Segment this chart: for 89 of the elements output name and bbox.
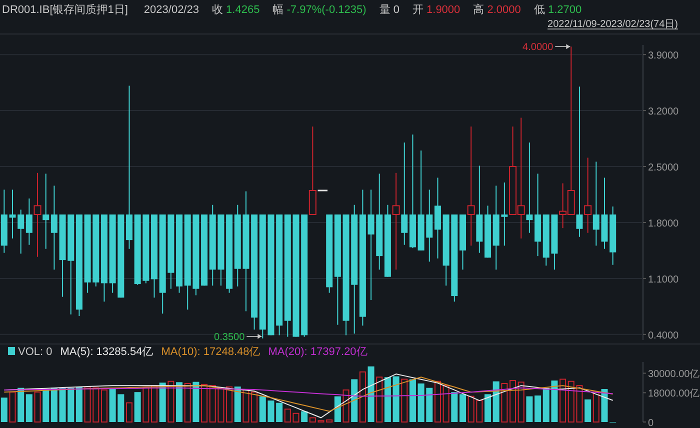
bar (309, 417, 316, 422)
bar (451, 392, 458, 422)
bar (484, 394, 492, 422)
legend-label: VOL: 0 (18, 346, 52, 358)
bar (392, 376, 400, 422)
line-series (4, 387, 614, 397)
bar (226, 386, 233, 422)
text: MA(20): 17397.20亿 (268, 346, 368, 358)
chart-title: DR001.IB[银存间质押1日] (2, 3, 128, 16)
y-tick-label: 2.5000 (648, 162, 680, 174)
text: 量 0 (379, 4, 400, 16)
y-tick-label: 18000.00亿 (648, 388, 700, 400)
bar (376, 376, 383, 422)
text: 收 1.4265 (212, 4, 260, 16)
candlestick (34, 172, 42, 258)
candlestick (308, 126, 316, 215)
bar (100, 389, 108, 422)
y-tick-label: 3.2000 (648, 106, 680, 118)
bar (492, 381, 500, 422)
bar (242, 389, 250, 422)
bar (368, 366, 374, 422)
bar (201, 384, 208, 422)
candlestick (467, 126, 475, 246)
bar (584, 399, 592, 422)
bar (34, 392, 41, 422)
bar (501, 382, 508, 422)
line-series (4, 376, 614, 412)
bar (76, 386, 82, 422)
bar (601, 388, 608, 422)
y-tick-label: 1.8000 (648, 218, 680, 230)
candlestick (576, 86, 583, 238)
bar (234, 386, 241, 422)
text: 开 1.9000 (412, 4, 460, 16)
candlestick (392, 172, 400, 270)
candlestick (526, 142, 533, 234)
text: 低 1.2700 (534, 4, 582, 16)
bar (401, 378, 408, 422)
y-tick-label: 0.4000 (648, 330, 680, 342)
bar (134, 392, 141, 422)
text: 幅 -7.97%(-0.1235) (272, 4, 366, 16)
bar (518, 382, 524, 422)
bar (351, 379, 358, 422)
bar (26, 394, 32, 422)
bar (342, 389, 350, 422)
bar (276, 402, 283, 422)
bar (184, 382, 191, 422)
bar (126, 402, 132, 422)
candlestick (50, 185, 58, 270)
y-tick-label: 30000.00亿 (648, 369, 700, 380)
bar (442, 385, 450, 422)
bar (334, 396, 341, 422)
annotation: 0.3500 (214, 332, 246, 343)
bar (409, 379, 416, 422)
candlestick (401, 142, 408, 246)
text: 2022/11/09-2023/02/23(74日) (548, 19, 678, 30)
bar (251, 392, 258, 422)
candlestick (584, 157, 592, 234)
y-tick-label: 0 (648, 418, 654, 428)
bar (384, 377, 391, 422)
candlestick (42, 173, 50, 250)
y-tick-label: 1.1000 (648, 274, 680, 286)
bar (142, 387, 150, 422)
bar (18, 388, 24, 422)
bar (359, 371, 366, 422)
text: 2023/02/23 (144, 4, 199, 16)
text: MA(10): 17248.48亿 (161, 346, 260, 358)
bar (9, 392, 16, 422)
bar (460, 394, 466, 422)
bar (168, 380, 174, 422)
candlestick (26, 198, 32, 246)
y-tick-label: 3.9000 (648, 50, 680, 62)
text: 高 2.0000 (473, 3, 521, 16)
bar (434, 380, 441, 422)
bar (159, 382, 166, 422)
bar (176, 382, 183, 422)
candlestick (434, 177, 441, 259)
annotation: 4.0000 (522, 42, 554, 54)
bar (50, 388, 58, 422)
text: MA(5): 13285.54亿 (60, 346, 154, 358)
bar (0, 398, 8, 422)
bar (534, 395, 542, 422)
bar (526, 396, 533, 422)
bar (301, 411, 308, 422)
bar (42, 388, 50, 422)
bar (592, 392, 600, 422)
bar (192, 382, 200, 422)
bar (510, 380, 516, 422)
bar (560, 378, 566, 422)
bar (151, 385, 158, 422)
